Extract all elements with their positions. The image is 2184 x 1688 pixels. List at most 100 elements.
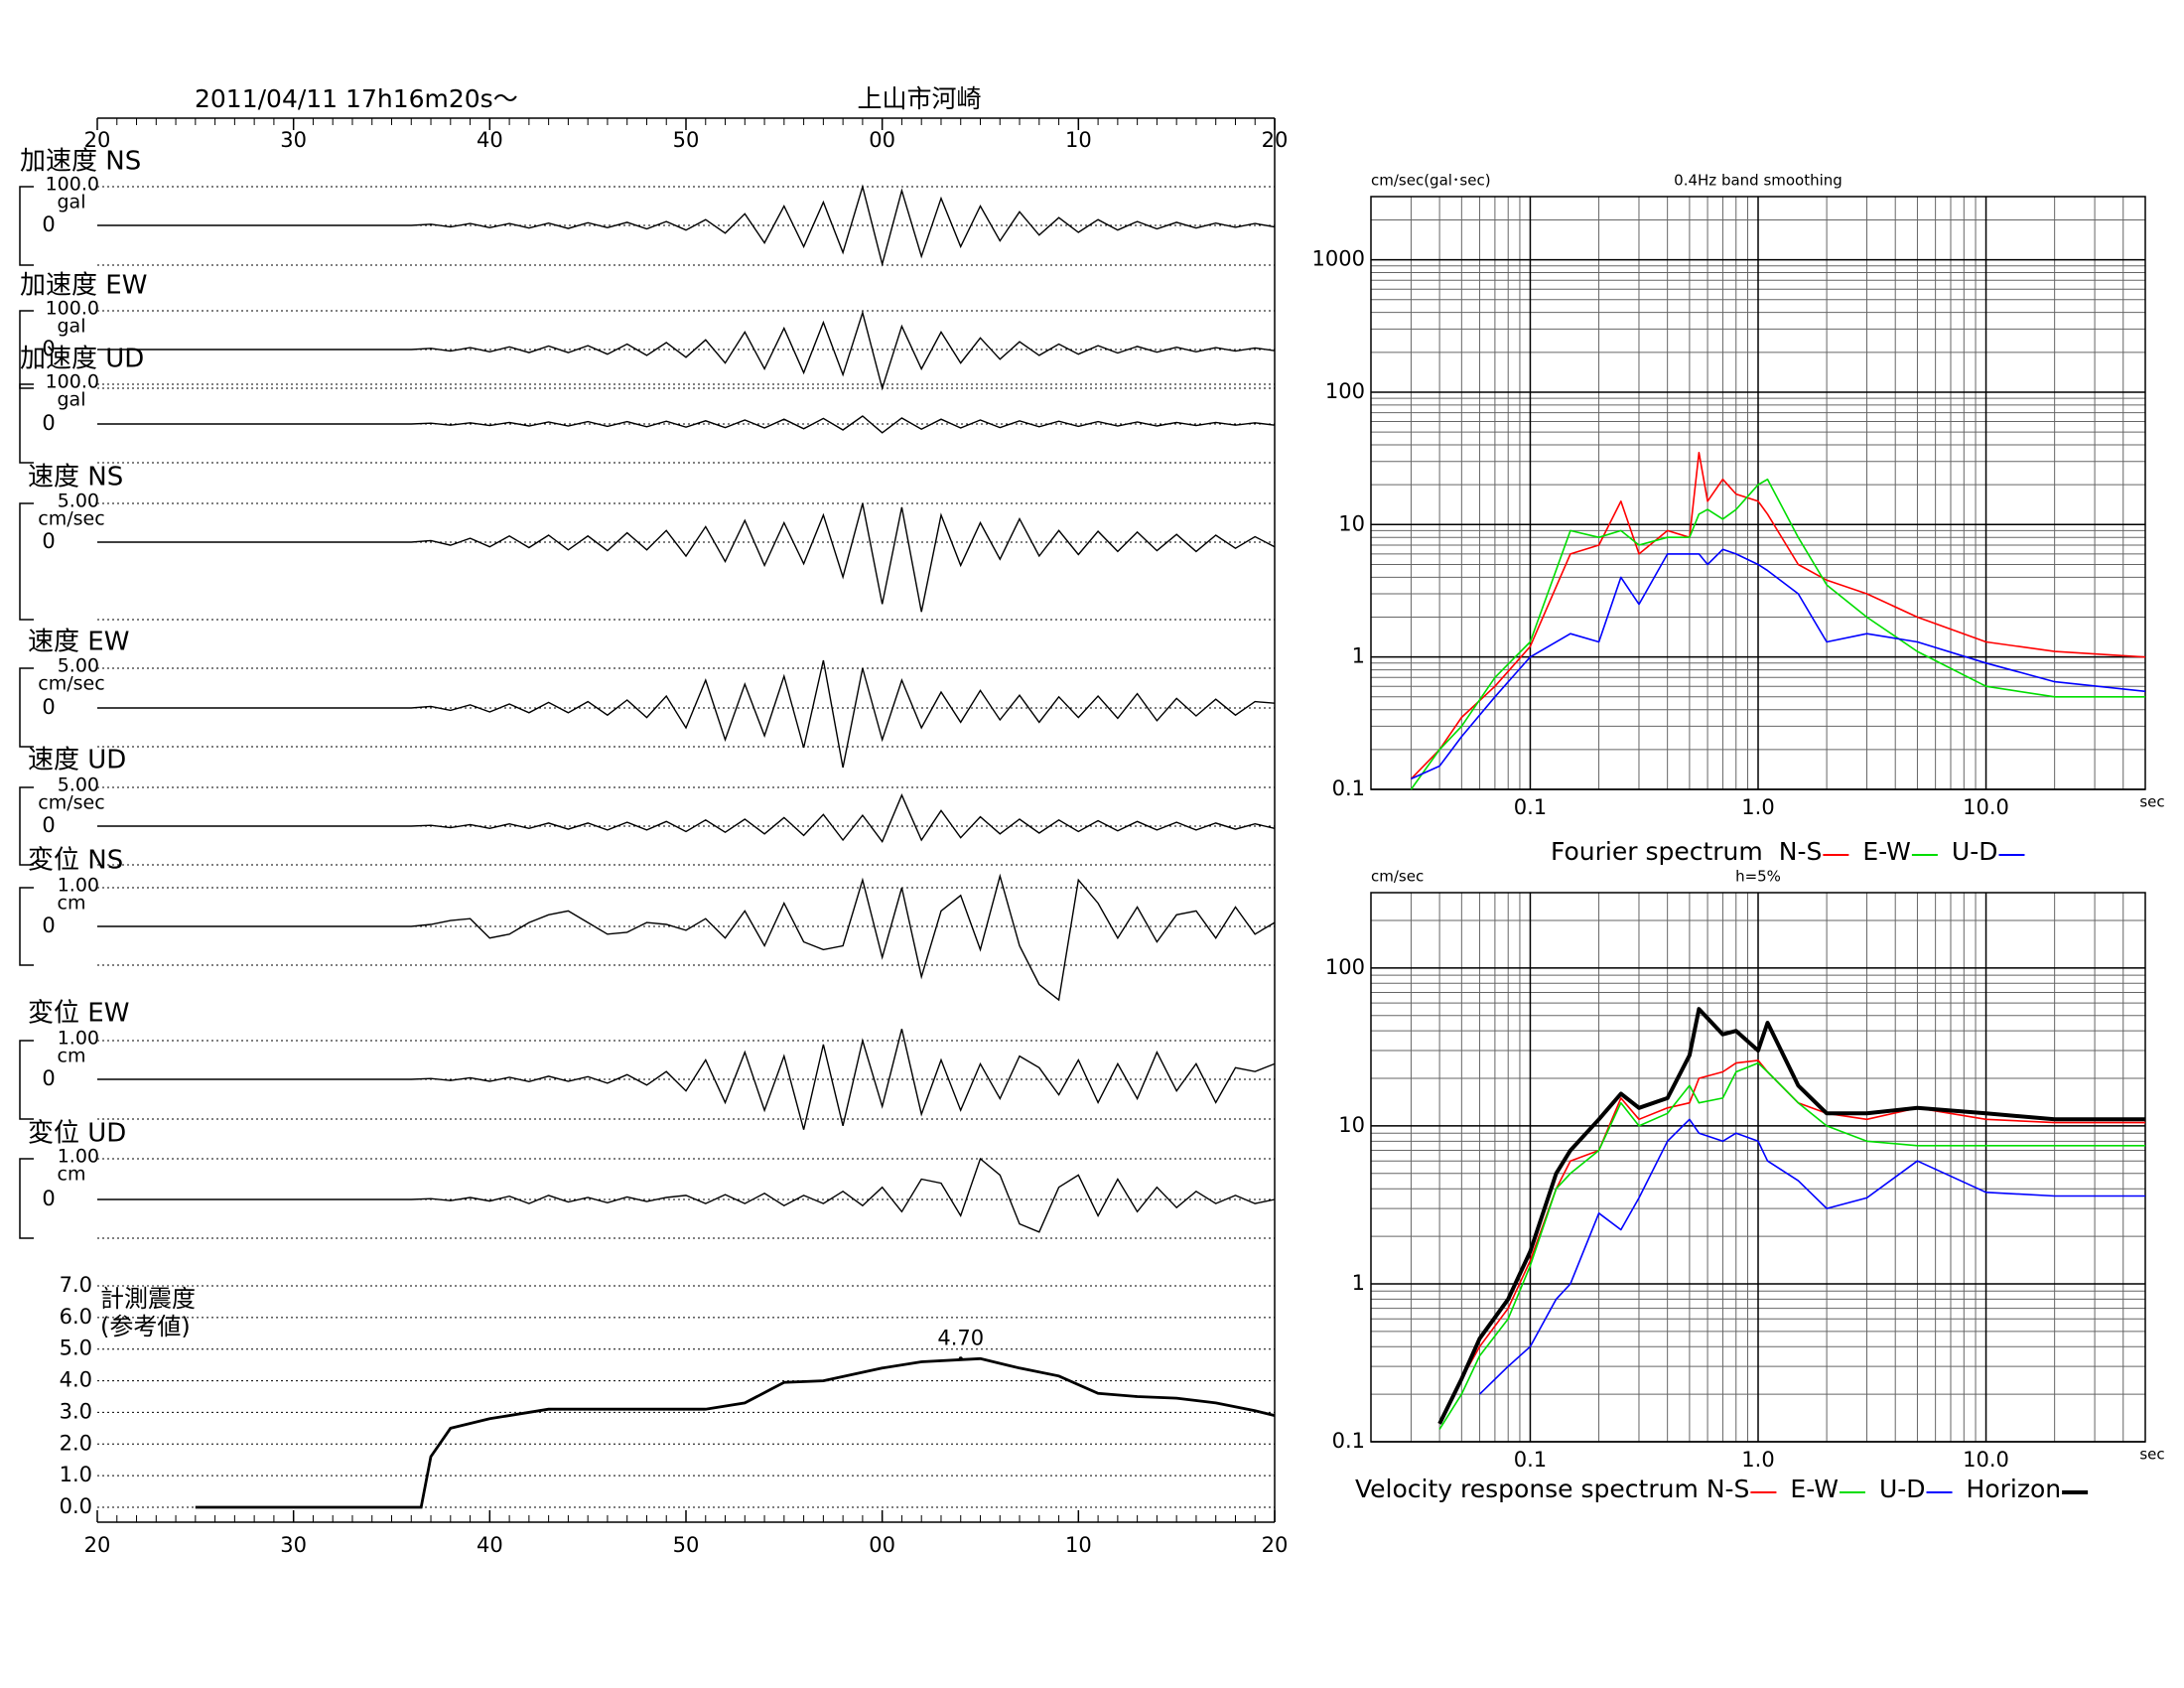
legend-title: Fourier spectrum — [1551, 837, 1763, 866]
y-tick-label: 100.0 — [46, 174, 99, 196]
trace-bracket — [19, 502, 34, 621]
x-tick-label: 20 — [1262, 128, 1289, 152]
y-tick-label: 3.0 — [60, 1399, 92, 1423]
y-tick-label: 4.0 — [60, 1368, 92, 1392]
y-tick-label: 1 — [1352, 644, 1365, 668]
x-tick-label: 1.0 — [1741, 1448, 1774, 1472]
trace-unit: cm/sec — [38, 792, 104, 814]
trace-name: 加速度 UD — [20, 345, 144, 374]
trace-name: 変位 EW — [28, 999, 129, 1029]
y-tick-label: 100.0 — [46, 371, 99, 393]
x-tick-label: 20 — [84, 1533, 111, 1557]
y-tick-label: 0 — [42, 1066, 55, 1090]
subtitle: h=5% — [1735, 868, 1781, 886]
trace-unit: cm — [58, 1164, 86, 1186]
legend-label: N-S — [1779, 837, 1823, 866]
x-tick-label: 10.0 — [1963, 1448, 2009, 1472]
trace-bracket — [19, 310, 34, 389]
y-tick-label: 6.0 — [60, 1305, 92, 1329]
y-tick-label: 10 — [1338, 1113, 1365, 1137]
trace-unit: cm/sec — [38, 673, 104, 695]
spectrum-line — [1410, 478, 2145, 790]
trace-unit: cm — [58, 893, 86, 914]
y-tick-label: 2.0 — [60, 1431, 92, 1455]
y-label: cm/sec — [1371, 868, 1424, 886]
trace-bracket — [19, 887, 34, 966]
y-tick-label: 100 — [1325, 955, 1365, 979]
subtitle: 0.4Hz band smoothing — [1674, 172, 1843, 190]
spectrum-line — [1437, 1007, 2145, 1425]
x-tick-label: 10 — [1065, 128, 1092, 152]
trace-name: 変位 UD — [28, 1119, 126, 1149]
trace-unit: gal — [58, 316, 86, 338]
legend-label: U-D — [1879, 1475, 1926, 1503]
y-tick-label: 0 — [42, 411, 55, 435]
trace-bracket — [19, 383, 34, 464]
trace-name: 加速度 NS — [20, 147, 141, 177]
y-tick-label: 1.0 — [60, 1463, 92, 1486]
y-tick-label: 1.00 — [58, 1146, 99, 1168]
trace-unit: gal — [58, 389, 86, 411]
peak-label: 4.70 — [937, 1326, 984, 1349]
y-tick-label: 0 — [42, 914, 55, 937]
y-label: 計測震度 — [100, 1285, 196, 1313]
y-tick-label: 0 — [42, 813, 55, 837]
y-tick-label: 0 — [42, 529, 55, 553]
y-tick-label: 5.00 — [58, 774, 99, 796]
spectrum-line — [1478, 1118, 2145, 1395]
y-tick-label: 0.1 — [1332, 776, 1365, 800]
legend-label: Horizon — [1967, 1475, 2062, 1503]
trace-bracket — [19, 1040, 34, 1120]
trace-bracket — [19, 186, 34, 266]
waveform — [97, 873, 1276, 1002]
waveform — [97, 1157, 1276, 1233]
waveform — [97, 415, 1276, 434]
x-tick-label: 50 — [673, 1533, 700, 1557]
legend-label: N-S — [1706, 1475, 1750, 1503]
y-tick-label: 10 — [1338, 511, 1365, 535]
trace-name: 変位 NS — [28, 846, 123, 876]
y-tick-label: 0 — [42, 212, 55, 236]
legend-title: Velocity response spectrum — [1355, 1475, 1699, 1503]
legend-label: U-D — [1952, 837, 1998, 866]
x-tick-label: 1.0 — [1741, 795, 1774, 819]
waveform — [97, 793, 1276, 843]
trace-unit: cm — [58, 1046, 86, 1067]
spectrum-line — [1438, 1061, 2145, 1430]
y-tick-label: 0 — [42, 337, 55, 360]
trace-name: 加速度 EW — [20, 271, 147, 301]
intensity-line — [195, 1356, 1276, 1509]
waveform — [97, 659, 1276, 769]
x-tick-label: 40 — [477, 1533, 503, 1557]
y-tick-label: 1000 — [1312, 247, 1365, 271]
x-tick-label: 50 — [673, 128, 700, 152]
y-label: cm/sec(gal･sec) — [1371, 172, 1491, 190]
waveform — [97, 502, 1276, 613]
peak-marker — [958, 1356, 963, 1361]
y-tick-label: 0 — [42, 695, 55, 719]
waveform — [97, 310, 1276, 391]
spectrum-line — [1410, 452, 2146, 779]
trace-name: 速度 NS — [28, 463, 123, 492]
trace-unit: cm/sec — [38, 508, 104, 530]
x-tick-label: 10 — [1065, 1533, 1092, 1557]
x-tick-label: 00 — [869, 1533, 895, 1557]
y-tick-label: 0 — [42, 1187, 55, 1210]
y-tick-label: 5.00 — [58, 655, 99, 677]
trace-bracket — [19, 667, 34, 748]
header-station: 上山市河崎 — [857, 84, 981, 113]
waveform — [97, 184, 1276, 267]
x-tick-label: 0.1 — [1514, 1448, 1547, 1472]
x-tick-label: 30 — [280, 128, 307, 152]
y-tick-label: 5.00 — [58, 491, 99, 512]
legend-label: E-W — [1790, 1475, 1839, 1503]
x-tick-label: 20 — [1262, 1533, 1289, 1557]
waveform — [97, 1029, 1276, 1130]
x-label: sec — [2139, 1446, 2164, 1464]
legend-label: E-W — [1862, 837, 1911, 866]
x-tick-label: 10.0 — [1963, 795, 2009, 819]
y-tick-label: 100 — [1325, 379, 1365, 403]
